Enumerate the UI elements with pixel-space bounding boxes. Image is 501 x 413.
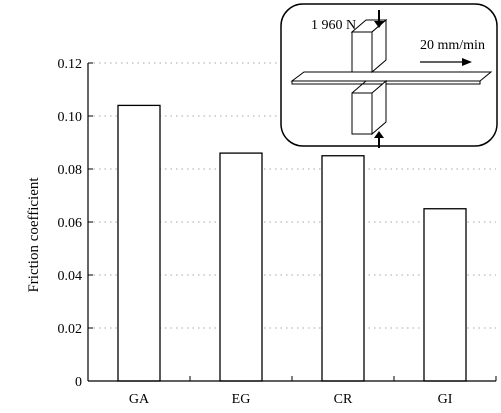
load-label: 1 960 N — [311, 18, 356, 33]
test-apparatus-inset: 1 960 N 20 mm/min — [280, 3, 498, 148]
y-tick-label: 0.02 — [58, 322, 83, 337]
load-arrowhead-down — [374, 21, 384, 28]
speed-label: 20 mm/min — [420, 38, 485, 53]
lower-tool-front — [351, 92, 373, 135]
y-axis-title: Friction coefficient — [26, 177, 42, 293]
y-tick-label: 0 — [75, 375, 82, 390]
sheet-specimen — [290, 71, 493, 82]
y-ticks: 0 0.02 0.04 0.06 0.08 0.10 0.12 — [58, 57, 93, 390]
bar-eg — [219, 152, 263, 382]
x-tick-label: EG — [232, 392, 251, 407]
x-tick-label: CR — [334, 392, 353, 407]
y-tick-label: 0.12 — [58, 57, 83, 72]
bars — [117, 104, 467, 382]
load-arrowhead-up — [374, 131, 384, 138]
lower-tool-top-edge — [351, 80, 367, 94]
bar-ga — [117, 104, 161, 382]
x-tick-label: GI — [438, 392, 453, 407]
upper-tool-front — [351, 31, 373, 73]
pull-arrowhead — [462, 58, 472, 66]
y-tick-label: 0.10 — [58, 110, 83, 125]
y-tick-label: 0.08 — [58, 163, 83, 178]
bar-cr — [321, 155, 365, 382]
y-tick-label: 0.06 — [58, 216, 83, 231]
x-tick-labels: GA EG CR GI — [129, 376, 497, 407]
bar-gi — [423, 208, 467, 382]
y-tick-label: 0.04 — [58, 269, 83, 284]
x-tick-label: GA — [129, 392, 150, 407]
